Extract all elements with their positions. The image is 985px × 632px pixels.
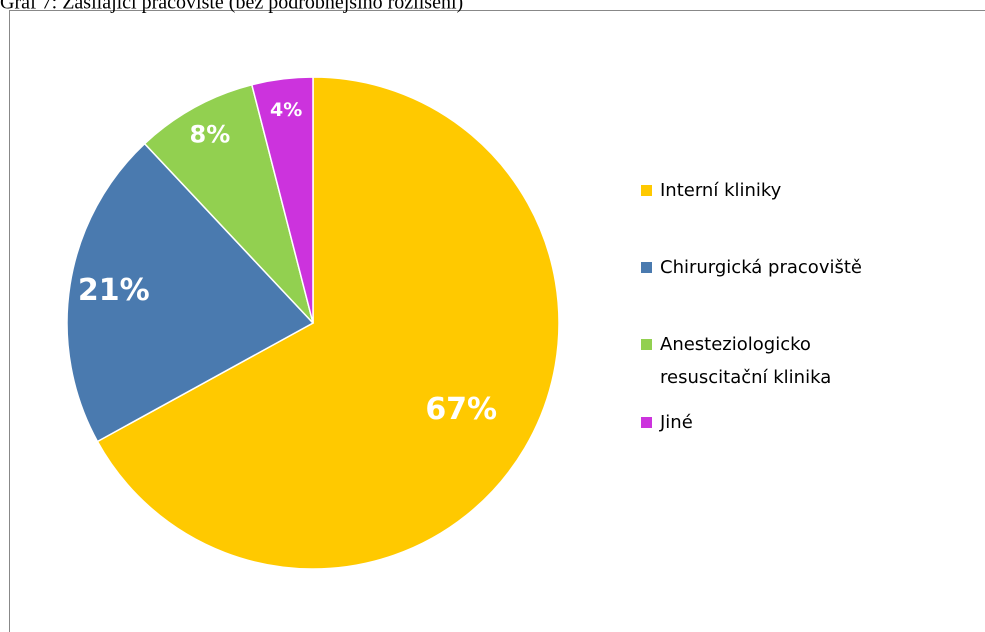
- legend-entry: Chirurgická pracoviště: [641, 251, 881, 284]
- data-label: 4%: [270, 99, 302, 121]
- legend-entry: Interní kliniky: [641, 174, 881, 207]
- legend-label: Jiné: [660, 412, 693, 433]
- data-label: 67%: [425, 392, 497, 427]
- legend-swatch: [641, 262, 652, 273]
- legend-entry: Jiné: [641, 406, 881, 439]
- legend-label: Chirurgická pracoviště: [660, 257, 862, 278]
- data-label: 8%: [190, 120, 231, 148]
- legend-label: Anesteziologicko resuscitační klinika: [660, 334, 832, 388]
- legend-swatch: [641, 185, 652, 196]
- legend-label: Interní kliniky: [660, 180, 782, 201]
- legend: Interní kliniky Chirurgická pracoviště Ane…: [641, 174, 881, 483]
- pie-slice: [96, 76, 560, 570]
- pie-slice: [250, 76, 314, 324]
- legend-swatch: [641, 339, 652, 350]
- legend-entry: Anesteziologicko resuscitační klinika: [641, 328, 881, 394]
- pie-slice: [66, 142, 315, 443]
- chart-title: Graf 7: Zasílající pracoviště (bez podro…: [0, 0, 463, 14]
- legend-swatch: [641, 417, 652, 428]
- data-label: 21%: [78, 273, 150, 308]
- pie-slice: [143, 83, 314, 324]
